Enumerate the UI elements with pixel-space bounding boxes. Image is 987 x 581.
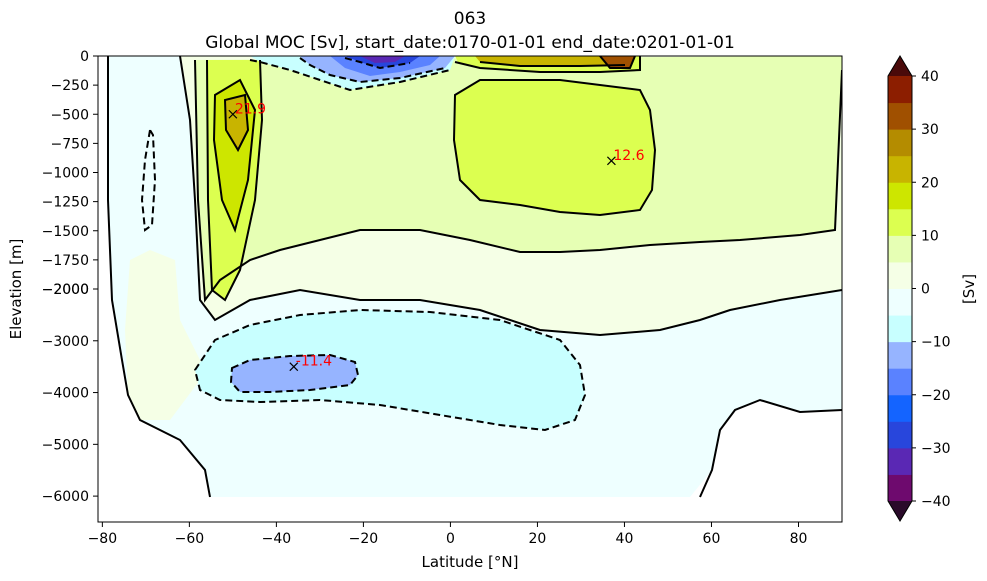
y-tick-label: −4000 [42, 386, 89, 402]
y-tick-label: −6000 [42, 489, 89, 505]
x-tick-label: −60 [175, 531, 205, 547]
colorbar-swatch [888, 447, 912, 475]
chart-title: 063 [454, 9, 486, 29]
chart-subtitle: Global MOC [Sv], start_date:0170-01-01 e… [205, 33, 735, 53]
contour-fill [98, 56, 842, 522]
contour-lines [107, 56, 842, 498]
colorbar-tick-label: −40 [921, 494, 951, 510]
x-tick-label: 60 [703, 531, 721, 547]
colorbar-tick-label: 30 [921, 122, 939, 138]
colorbar-swatch [888, 341, 912, 369]
x-tick-label: −20 [349, 531, 379, 547]
y-tick-label: −250 [51, 78, 89, 94]
extremum-marker [228, 109, 238, 119]
colorbar-extend-min [888, 501, 912, 521]
colorbar-swatch [888, 155, 912, 183]
colorbar-label: [Sv] [960, 274, 978, 304]
x-tick-label: 0 [446, 531, 455, 547]
y-tick-label: −1000 [42, 166, 89, 182]
x-tick-label: 80 [790, 531, 808, 547]
extremum-marker [289, 362, 299, 372]
y-tick-label: −3000 [42, 334, 89, 350]
colorbar-swatch [888, 394, 912, 422]
y-tick-label: −1750 [42, 253, 89, 269]
extremum-label: 21.9 [235, 101, 266, 117]
x-tick-label: 40 [616, 531, 634, 547]
colorbar-swatch [888, 474, 912, 502]
colorbar-swatch [888, 288, 912, 316]
colorbar-swatch [888, 182, 912, 210]
colorbar-tick-label: −20 [921, 388, 951, 404]
y-tick-label: −500 [51, 107, 89, 123]
colorbar-tick-label: −30 [921, 441, 951, 457]
colorbar-swatch [888, 208, 912, 236]
colorbar-swatch [888, 235, 912, 263]
colorbar-swatch [888, 315, 912, 343]
colorbar-tick-label: 40 [921, 69, 939, 85]
x-tick-label: 20 [529, 531, 547, 547]
y-axis-label: Elevation [m] [7, 239, 25, 340]
colorbar-tick-label: −10 [921, 335, 951, 351]
y-axis: 0−250−500−750−1000−1250−1500−1750−2000−2… [42, 49, 98, 505]
colorbar-swatch [888, 129, 912, 157]
colorbar-swatch [888, 421, 912, 449]
colorbar-tick-label: 10 [921, 228, 939, 244]
y-tick-label: −2000 [42, 282, 89, 298]
x-tick-label: −80 [88, 531, 118, 547]
x-axis-label: Latitude [°N] [422, 553, 519, 571]
colorbar: −40 −30 −20 −10 0 10 20 30 40 [887, 55, 951, 522]
extremum-label: -11.4 [296, 354, 332, 370]
colorbar-swatch [888, 368, 912, 396]
colorbar-swatch [888, 76, 912, 104]
colorbar-swatch [888, 261, 912, 289]
x-axis: −80 −60 −40 −20 0 20 40 60 80 [88, 522, 808, 547]
extremum-marker [606, 156, 616, 166]
y-tick-label: −1500 [42, 224, 89, 240]
y-tick-label: −2000 [42, 282, 89, 298]
extremum-label: 12.6 [613, 148, 644, 164]
annotations: 21.9 12.6 -11.4 [228, 101, 645, 372]
colorbar-extend-max [888, 56, 912, 76]
x-tick-label: −40 [262, 531, 292, 547]
y-tick-label: −5000 [42, 437, 89, 453]
colorbar-tick-label: 20 [921, 175, 939, 191]
y-tick-label: −750 [51, 136, 89, 152]
y-tick-label: 0 [80, 49, 89, 65]
colorbar-swatch [888, 102, 912, 130]
y-tick-label: −1250 [42, 195, 89, 211]
colorbar-tick-label: 0 [921, 282, 930, 298]
